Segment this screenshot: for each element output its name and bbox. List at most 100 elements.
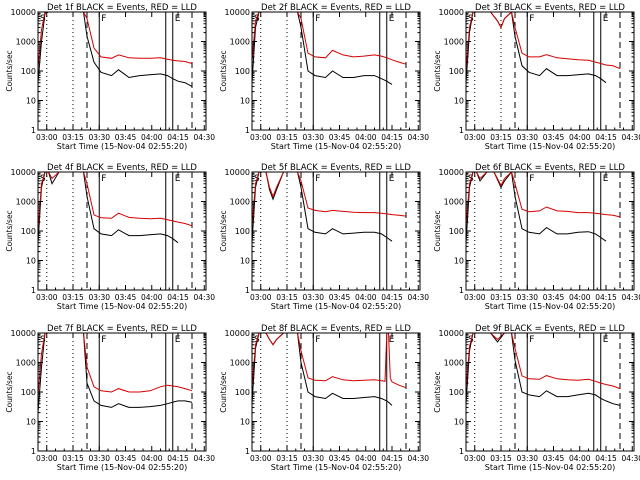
- x-tick-label: 03:30: [302, 293, 324, 302]
- x-tick-label: 03:00: [464, 454, 486, 463]
- events-series-line: [466, 12, 607, 84]
- x-tick-label: 03:15: [276, 133, 298, 142]
- x-tick-label: 04:30: [407, 454, 429, 463]
- y-tick-label: 10: [26, 97, 36, 106]
- x-tick-label: 03:45: [115, 293, 137, 302]
- x-tick-label: 04:15: [595, 293, 617, 302]
- x-tick-label: 03:15: [276, 454, 298, 463]
- x-axis-label: Start Time (15-Nov-04 02:55:20): [485, 302, 615, 311]
- end-marker-label: E: [389, 174, 395, 184]
- flare-marker-label: F: [101, 174, 106, 184]
- y-tick-label: 1000: [230, 359, 250, 368]
- x-tick-label: 04:30: [621, 133, 640, 142]
- events-series-line: [252, 172, 393, 243]
- x-tick-label: 03:00: [250, 133, 272, 142]
- y-tick-label: 10: [240, 418, 250, 427]
- x-tick-label: 03:45: [329, 133, 351, 142]
- x-tick-label: 04:30: [193, 133, 215, 142]
- x-tick-label: 04:00: [141, 293, 163, 302]
- plot-frame: [37, 332, 207, 452]
- x-tick-label: 04:15: [595, 454, 617, 463]
- panel-title: Det 9f BLACK = Events, RED = LLD: [475, 324, 625, 334]
- x-tick-label: 04:30: [407, 133, 429, 142]
- lld-series-line: [466, 12, 621, 72]
- y-axis-label: Counts/sec: [219, 210, 228, 251]
- y-tick-label: 10000: [225, 329, 250, 338]
- events-series-line: [252, 12, 393, 85]
- y-tick-label: 100: [235, 227, 250, 236]
- x-tick-label: 03:15: [62, 454, 84, 463]
- y-tick-label: 10000: [225, 168, 250, 177]
- panel-title: Det 1f BLACK = Events, RED = LLD: [47, 3, 197, 13]
- y-tick-label: 100: [21, 227, 36, 236]
- flare-marker-label: F: [315, 14, 320, 24]
- y-axis-label: Counts/sec: [433, 50, 442, 91]
- panel-title: Det 7f BLACK = Events, RED = LLD: [47, 324, 197, 334]
- x-tick-label: 04:30: [407, 293, 429, 302]
- x-axis-label: Start Time (15-Nov-04 02:55:20): [485, 142, 615, 151]
- y-tick-label: 1000: [444, 359, 464, 368]
- x-tick-label: 03:45: [543, 454, 565, 463]
- x-tick-label: 04:00: [569, 454, 591, 463]
- y-tick-label: 100: [449, 388, 464, 397]
- x-tick-label: 03:30: [302, 133, 324, 142]
- end-marker-label: E: [175, 14, 181, 24]
- plot-frame: [37, 171, 207, 291]
- panel-title: Det 6f BLACK = Events, RED = LLD: [475, 163, 625, 173]
- x-tick-label: 03:15: [490, 133, 512, 142]
- x-tick-label: 04:00: [355, 293, 377, 302]
- y-tick-label: 100: [449, 227, 464, 236]
- flare-marker-label: F: [529, 174, 534, 184]
- y-tick-label: 10: [26, 418, 36, 427]
- lld-series-line: [38, 333, 193, 395]
- events-series-line: [38, 12, 193, 87]
- y-axis-label: Counts/sec: [433, 371, 442, 412]
- y-tick-label: 10000: [225, 8, 250, 17]
- y-tick-label: 1: [31, 447, 36, 456]
- x-tick-label: 03:00: [36, 293, 58, 302]
- x-tick-label: 04:30: [621, 454, 640, 463]
- x-tick-label: 03:15: [490, 454, 512, 463]
- end-marker-label: E: [603, 335, 609, 345]
- end-marker-label: E: [389, 14, 395, 24]
- flare-marker-label: F: [529, 335, 534, 345]
- y-axis-label: Counts/sec: [5, 50, 14, 91]
- x-tick-label: 03:30: [88, 133, 110, 142]
- y-tick-label: 10: [454, 418, 464, 427]
- x-tick-label: 04:00: [141, 133, 163, 142]
- x-tick-label: 04:00: [355, 133, 377, 142]
- y-tick-label: 10000: [439, 8, 464, 17]
- events-series-line: [38, 172, 179, 244]
- start-marker-label: S: [40, 335, 46, 345]
- x-tick-label: 04:15: [167, 133, 189, 142]
- y-tick-label: 1: [245, 286, 250, 295]
- x-tick-label: 03:45: [543, 293, 565, 302]
- lld-series-line: [38, 172, 193, 232]
- lld-series-line: [252, 12, 407, 65]
- y-tick-label: 10: [454, 257, 464, 266]
- y-tick-label: 1000: [16, 359, 36, 368]
- y-tick-label: 10000: [439, 329, 464, 338]
- end-marker-label: E: [603, 14, 609, 24]
- y-tick-label: 10000: [11, 8, 36, 17]
- y-tick-label: 10: [26, 257, 36, 266]
- flare-marker-label: F: [315, 174, 320, 184]
- x-axis-label: Start Time (15-Nov-04 02:55:20): [57, 302, 187, 311]
- x-tick-label: 03:45: [329, 454, 351, 463]
- y-tick-label: 100: [449, 67, 464, 76]
- x-tick-label: 04:00: [141, 454, 163, 463]
- x-tick-label: 04:30: [621, 293, 640, 302]
- plot-frame: [37, 11, 207, 131]
- y-tick-label: 10: [240, 97, 250, 106]
- x-tick-label: 04:15: [381, 293, 403, 302]
- y-tick-label: 100: [235, 388, 250, 397]
- x-tick-label: 04:15: [167, 454, 189, 463]
- x-tick-label: 03:00: [250, 293, 272, 302]
- end-marker-label: E: [603, 174, 609, 184]
